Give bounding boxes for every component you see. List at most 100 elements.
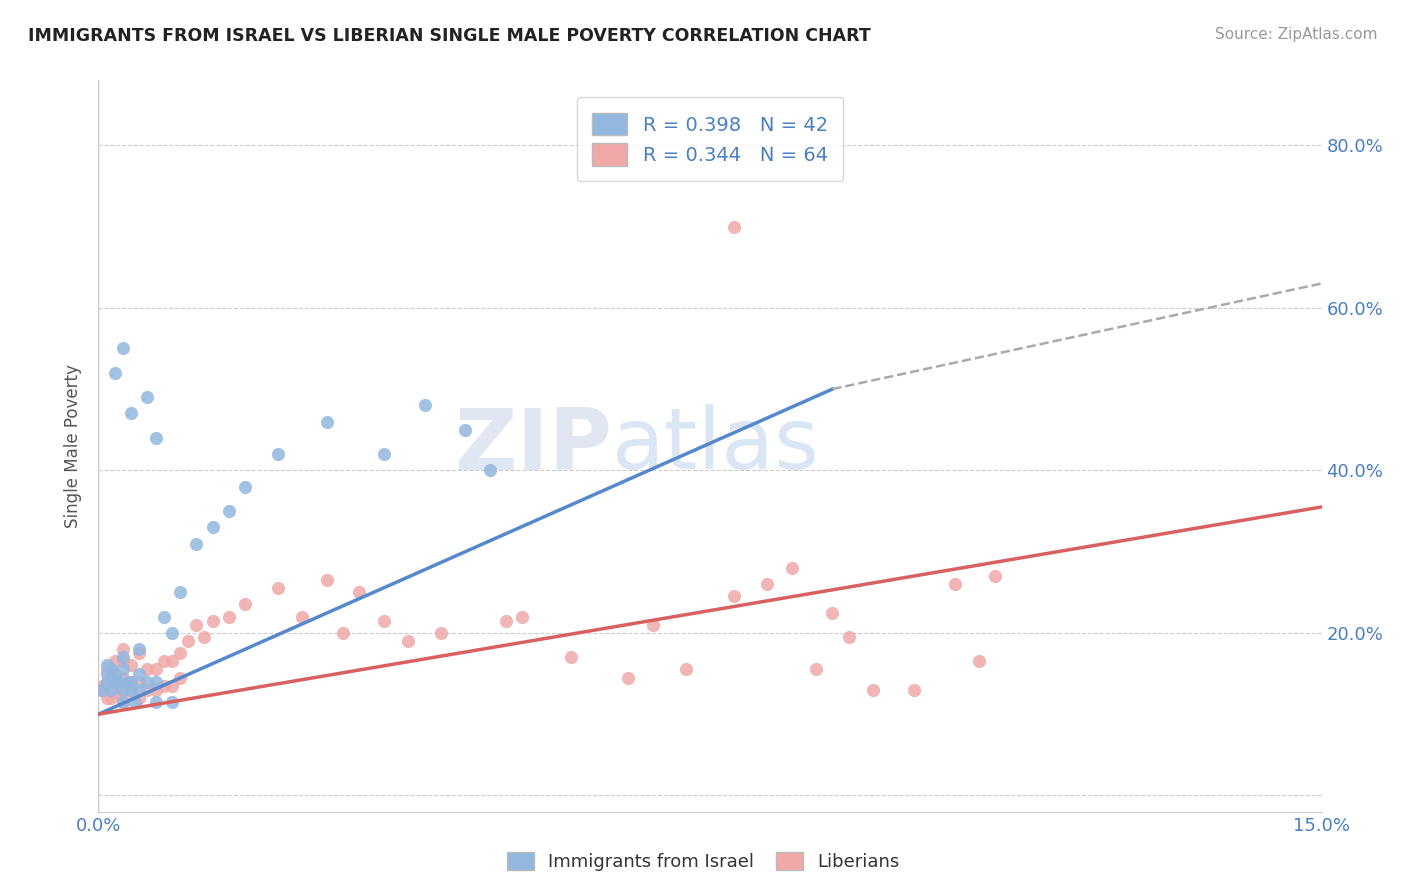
Point	[120, 674, 142, 689]
Point	[104, 666, 127, 681]
Point	[136, 663, 159, 677]
Point	[560, 650, 582, 665]
Point	[413, 398, 436, 412]
Point	[108, 687, 131, 701]
Point	[267, 447, 290, 461]
Point	[454, 423, 477, 437]
Point	[349, 585, 371, 599]
Point	[396, 634, 419, 648]
Point	[96, 674, 118, 689]
Point	[120, 658, 142, 673]
Point	[145, 682, 167, 697]
Point	[104, 654, 127, 668]
Point	[838, 630, 860, 644]
Point	[903, 682, 925, 697]
Point	[96, 666, 118, 681]
Point	[169, 646, 191, 660]
Point	[91, 682, 114, 697]
Point	[128, 682, 150, 697]
Point	[641, 617, 664, 632]
Point	[169, 671, 191, 685]
Point	[100, 671, 122, 685]
Point	[111, 342, 134, 356]
Point	[104, 674, 127, 689]
Point	[96, 663, 118, 677]
Point	[152, 654, 174, 668]
Point	[128, 666, 150, 681]
Point	[233, 598, 256, 612]
Point	[617, 671, 640, 685]
Point	[152, 609, 174, 624]
Point	[124, 695, 146, 709]
Point	[804, 663, 827, 677]
Point	[201, 520, 224, 534]
Point	[218, 504, 240, 518]
Point	[120, 407, 142, 421]
Point	[96, 690, 118, 705]
Point	[160, 654, 183, 668]
Point	[100, 690, 122, 705]
Point	[111, 642, 134, 657]
Point	[495, 614, 517, 628]
Point	[128, 646, 150, 660]
Point	[373, 447, 395, 461]
Point	[943, 577, 966, 591]
Point	[100, 663, 122, 677]
Point	[218, 609, 240, 624]
Point	[160, 695, 183, 709]
Point	[512, 609, 534, 624]
Text: atlas: atlas	[612, 404, 820, 488]
Point	[186, 536, 208, 550]
Point	[111, 654, 134, 668]
Text: IMMIGRANTS FROM ISRAEL VS LIBERIAN SINGLE MALE POVERTY CORRELATION CHART: IMMIGRANTS FROM ISRAEL VS LIBERIAN SINGL…	[28, 27, 870, 45]
Point	[675, 663, 697, 677]
Y-axis label: Single Male Poverty: Single Male Poverty	[65, 364, 83, 528]
Point	[104, 682, 127, 697]
Point	[111, 650, 134, 665]
Point	[111, 663, 134, 677]
Point	[128, 690, 150, 705]
Point	[111, 695, 134, 709]
Point	[756, 577, 779, 591]
Point	[100, 682, 122, 697]
Point	[177, 634, 200, 648]
Point	[160, 626, 183, 640]
Point	[91, 679, 114, 693]
Point	[128, 674, 150, 689]
Point	[111, 695, 134, 709]
Point	[115, 674, 138, 689]
Legend: R = 0.398   N = 42, R = 0.344   N = 64: R = 0.398 N = 42, R = 0.344 N = 64	[576, 97, 844, 181]
Text: ZIP: ZIP	[454, 404, 612, 488]
Point	[186, 617, 208, 632]
Point	[169, 585, 191, 599]
Point	[152, 679, 174, 693]
Point	[96, 674, 118, 689]
Point	[862, 682, 884, 697]
Point	[373, 614, 395, 628]
Point	[120, 687, 142, 701]
Point	[984, 569, 1007, 583]
Point	[111, 682, 134, 697]
Point	[315, 573, 337, 587]
Point	[478, 463, 501, 477]
Point	[332, 626, 354, 640]
Point	[780, 561, 803, 575]
Point	[104, 366, 127, 380]
Point	[128, 642, 150, 657]
Point	[120, 682, 142, 697]
Point	[120, 674, 142, 689]
Point	[723, 219, 745, 234]
Point	[90, 682, 112, 697]
Point	[96, 658, 118, 673]
Point	[291, 609, 314, 624]
Point	[267, 581, 290, 595]
Point	[160, 679, 183, 693]
Point	[430, 626, 453, 640]
Point	[315, 415, 337, 429]
Point	[193, 630, 215, 644]
Point	[136, 682, 159, 697]
Point	[145, 695, 167, 709]
Legend: Immigrants from Israel, Liberians: Immigrants from Israel, Liberians	[499, 845, 907, 879]
Point	[111, 682, 134, 697]
Point	[145, 674, 167, 689]
